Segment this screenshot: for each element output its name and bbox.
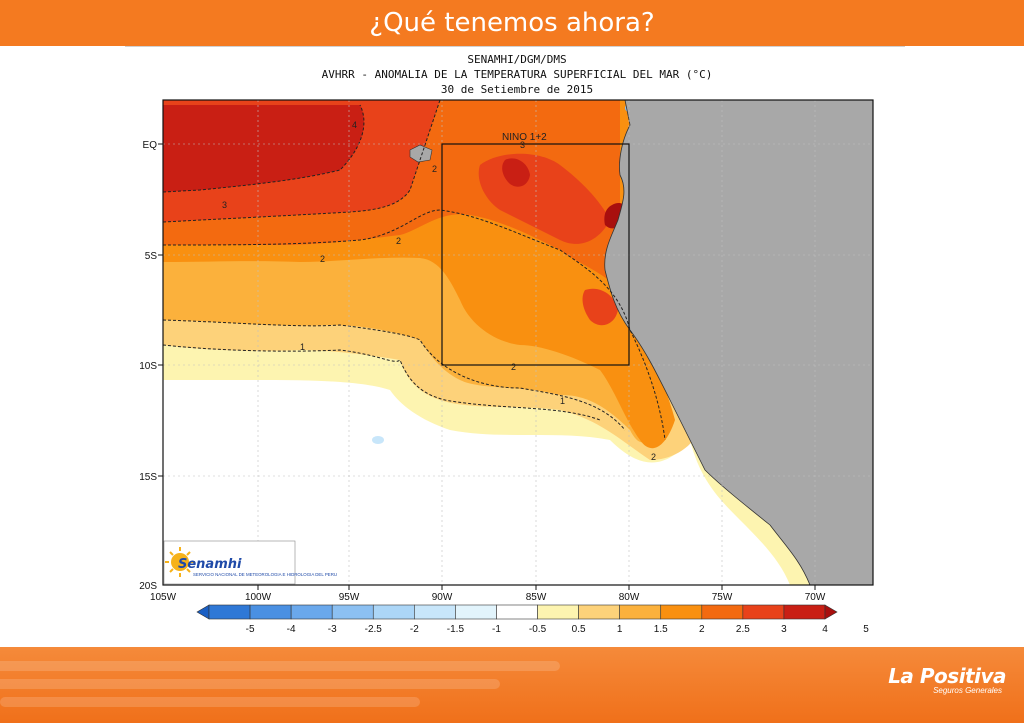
colorbar-segment [742, 604, 785, 620]
footer-streak [0, 661, 560, 671]
anomaly-patch-3-to-4-south [582, 288, 618, 326]
contour-value-labels: 4 3 2 2 2 1 2 3 2 1 [222, 120, 656, 462]
colorbar: -5 -4 -3 -2.5 -2 -1.5 -1 -0.5 0.5 1 1.5 2 2.5 3 4 5 [196, 604, 869, 635]
colorbar-segment [701, 604, 744, 620]
colorbar-segment [537, 604, 579, 620]
colorbar-segment [372, 604, 415, 620]
colorbar-label: -1 [492, 624, 501, 635]
brand-tagline: Seguros Generales [933, 686, 1002, 695]
colorbar-label: 0.5 [572, 624, 586, 635]
lon-label-90w: 90W [432, 592, 453, 603]
colorbar-label: 2.5 [736, 624, 750, 635]
colorbar-label: -5 [246, 624, 255, 635]
lon-label-95w: 95W [339, 592, 360, 603]
colorbar-segment [290, 604, 333, 620]
lon-label-100w: 100W [245, 592, 272, 603]
map-header-line2: AVHRR - ANOMALIA DE LA TEMPERATURA SUPER… [322, 68, 713, 81]
land-galapagos [409, 144, 433, 163]
colorbar-label: 1 [617, 624, 623, 635]
colorbar-segment [455, 604, 497, 620]
axis-ticks [158, 143, 816, 590]
brand-logo: La Positiva Seguros Generales [888, 664, 1006, 695]
colorbar-segment [783, 604, 826, 620]
lat-label-10s: 10S [139, 361, 157, 372]
anomaly-patch-4-to-5 [502, 158, 530, 187]
colorbar-label: 4 [822, 624, 828, 635]
colorbar-label: 1.5 [654, 624, 668, 635]
lon-label-85w: 85W [526, 592, 547, 603]
contour-label: 4 [352, 120, 357, 130]
anomaly-field [163, 100, 873, 585]
footer-streak [0, 697, 420, 707]
colorbar-segment [249, 604, 292, 620]
contour-label: 2 [651, 452, 656, 462]
contour-label: 2 [396, 236, 401, 246]
colorbar-label: -4 [287, 624, 296, 635]
colorbar-label: 2 [699, 624, 705, 635]
lon-label-75w: 75W [712, 592, 733, 603]
brand-name: La Positiva [888, 664, 1006, 688]
cool-patch-west [372, 436, 384, 444]
lat-label-eq: EQ [143, 140, 158, 151]
lon-label-80w: 80W [619, 592, 640, 603]
colorbar-label: -0.5 [529, 624, 547, 635]
colorbar-label: 3 [781, 624, 787, 635]
contour-label: 3 [222, 200, 227, 210]
contour-label: 2 [432, 164, 437, 174]
colorbar-segment [578, 604, 620, 620]
colorbar-label: -2 [410, 624, 419, 635]
colorbar-label: -3 [328, 624, 337, 635]
contour-label: 2 [320, 254, 325, 264]
colorbar-high-end [824, 604, 838, 620]
contour-label: 2 [511, 362, 516, 372]
sun-icon [171, 553, 189, 571]
lat-label-5s: 5S [145, 251, 158, 262]
land-south-america [604, 100, 873, 585]
colorbar-segment [208, 604, 251, 620]
footer-bar [0, 647, 1024, 723]
colorbar-label: -1.5 [447, 624, 465, 635]
anomaly-region-4-to-5 [163, 105, 364, 192]
footer-streak [0, 679, 500, 689]
title-bar [0, 0, 1024, 46]
map-header-line1: SENAMHI/DGM/DMS [467, 53, 566, 66]
contour-lines [163, 100, 666, 441]
lat-label-20s: 20S [139, 581, 157, 592]
contour-label: 3 [520, 140, 525, 150]
lat-label-15s: 15S [139, 472, 157, 483]
colorbar-segment [660, 604, 703, 620]
nino-1-2-label: NINO 1+2 [502, 132, 547, 143]
lon-label-70w: 70W [805, 592, 826, 603]
colorbar-segment [331, 604, 374, 620]
slide-title: ¿Qué tenemos ahora? [369, 8, 655, 38]
colorbar-low-end [196, 604, 210, 620]
logo-name: Senamhi [178, 557, 242, 572]
map-frame [162, 99, 874, 586]
colorbar-segment [414, 604, 456, 620]
nino-1-2-box [441, 143, 630, 366]
title-divider [125, 46, 905, 47]
lon-label-105w: 105W [150, 592, 177, 603]
colorbar-label: 5 [863, 624, 869, 635]
map-header-line3: 30 de Setiembre de 2015 [441, 83, 593, 96]
senamhi-logo: Senamhi SERVICIO NACIONAL DE METEOROLOGI… [163, 540, 337, 585]
colorbar-label: -2.5 [365, 624, 383, 635]
colorbar-segment [619, 604, 662, 620]
logo-subtitle: SERVICIO NACIONAL DE METEOROLOGIA E HIDR… [193, 572, 337, 577]
colorbar-segment [496, 604, 538, 620]
contour-label: 1 [300, 342, 305, 352]
contour-label: 1 [560, 396, 565, 406]
